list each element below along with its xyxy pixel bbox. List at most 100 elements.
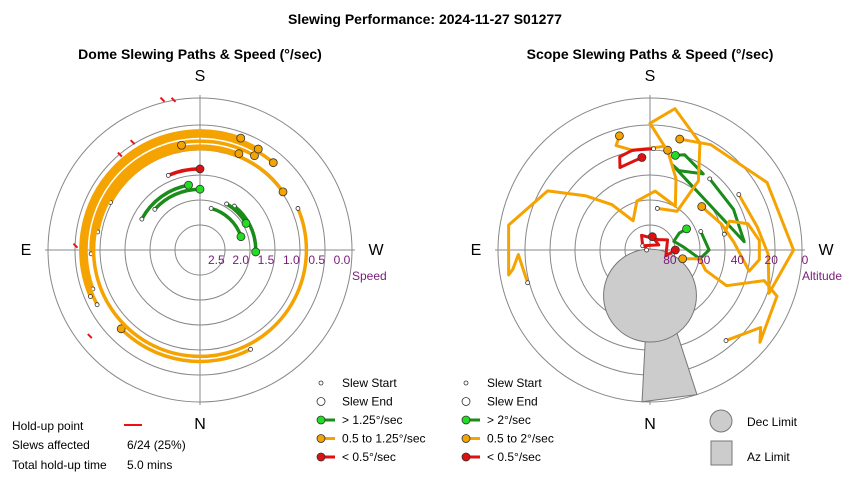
scope-tick-label: 20 xyxy=(765,253,779,267)
dome-rings xyxy=(45,95,355,405)
scope-slew-start xyxy=(736,192,742,197)
dome-slew-start xyxy=(208,206,214,211)
scope-polar-plot: Scope Slewing Paths & Speed (°/sec) 80 60… xyxy=(471,46,843,433)
scope-slew-end xyxy=(663,145,672,155)
legend-label: 0.5 to 2°/sec xyxy=(487,432,554,446)
dome-tick-label: 2.5 xyxy=(208,253,225,267)
az-limit-swatch xyxy=(710,440,733,466)
scope-slew-end xyxy=(675,134,685,144)
scope-path xyxy=(640,233,677,258)
legend-marker xyxy=(461,415,471,425)
dome-slew-end xyxy=(278,187,288,197)
az-limit-label: Az Limit xyxy=(747,450,790,464)
total-holdup-label: Total hold-up time xyxy=(12,458,107,472)
dome-slew-end xyxy=(236,232,246,242)
legend-label: < 0.5°/sec xyxy=(342,450,396,464)
legend-marker xyxy=(316,415,326,425)
dome-holdup-points xyxy=(72,96,177,339)
dec-limit-label: Dec Limit xyxy=(747,415,798,429)
dome-tick-label: 2.0 xyxy=(232,253,249,267)
scope-slew-end xyxy=(682,224,691,234)
scope-plot-title: Scope Slewing Paths & Speed (°/sec) xyxy=(527,46,774,62)
dome-arc xyxy=(167,167,201,178)
holdup-point xyxy=(87,333,93,339)
dome-arc xyxy=(89,139,256,254)
holdup-point xyxy=(129,139,136,145)
dome-slew-start xyxy=(224,201,230,207)
scope-slew-start xyxy=(698,229,704,234)
scope-slew-end xyxy=(647,232,657,242)
dome-slew-start xyxy=(87,294,93,299)
dome-arc xyxy=(81,131,260,306)
dec-limit-circle xyxy=(603,248,697,343)
scope-path xyxy=(614,107,702,213)
dome-arc xyxy=(140,183,189,220)
holdup-point xyxy=(117,151,123,158)
dome-dir-left: E xyxy=(21,242,32,259)
scope-path xyxy=(618,147,654,169)
dome-arc xyxy=(84,134,275,290)
dome-slew-start xyxy=(248,346,254,352)
dome-radial-axis-label: Speed xyxy=(352,269,387,283)
dome-slew-end xyxy=(236,133,246,143)
main-title: Slewing Performance: 2024-11-27 S01277 xyxy=(288,11,562,27)
legend-marker xyxy=(461,434,471,443)
dome-slew-end xyxy=(253,144,263,154)
holdup-point xyxy=(72,242,79,249)
dome-dir-right: W xyxy=(368,242,384,259)
legend-end-marker xyxy=(316,397,326,406)
scope-dir-right: W xyxy=(818,242,834,259)
legend-label: Slew End xyxy=(342,395,393,409)
legend-label: > 2°/sec xyxy=(487,413,531,427)
dome-arcs xyxy=(79,129,309,364)
legend-start-marker xyxy=(463,380,469,386)
legend-marker xyxy=(316,434,326,443)
dome-arc xyxy=(95,144,240,233)
scope-slew-start xyxy=(723,338,729,343)
scope-slew-end xyxy=(670,150,680,160)
dome-slew-end xyxy=(251,247,261,257)
scope-slew-start xyxy=(654,206,660,211)
scope-path xyxy=(507,149,678,284)
dome-slew-start xyxy=(139,216,145,222)
dome-plot-title: Dome Slewing Paths & Speed (°/sec) xyxy=(78,46,322,62)
scope-tick-label: 80 xyxy=(663,253,677,267)
legend-label: Slew Start xyxy=(487,376,542,390)
scope-slew-start xyxy=(651,146,656,152)
dome-arc xyxy=(108,146,285,204)
scope-path xyxy=(682,257,779,344)
dome-arc xyxy=(153,187,201,211)
legend-label: 0.5 to 1.25°/sec xyxy=(342,432,426,446)
legend-marker xyxy=(461,452,471,462)
scope-tick-label: 0 xyxy=(802,253,809,267)
scope-dir-left: E xyxy=(471,242,482,259)
dome-slew-end xyxy=(116,324,126,334)
dome-slew-end xyxy=(177,140,186,150)
scope-tick-label: 60 xyxy=(697,253,711,267)
scope-slew-start xyxy=(644,247,650,253)
scope-dir-bottom: N xyxy=(644,416,656,433)
scope-paths xyxy=(507,107,796,344)
dome-arc xyxy=(119,327,252,364)
affected-label: Slews affected xyxy=(12,438,90,452)
scope-slew-start xyxy=(721,231,727,237)
holdup-point xyxy=(159,96,166,103)
holdup-stats: Hold-up point Slews affected 6/24 (25%) … xyxy=(12,419,186,472)
dome-slew-end xyxy=(184,180,193,190)
legend-marker xyxy=(316,452,326,462)
dec-limit-swatch xyxy=(709,409,733,433)
legend-label: < 0.5°/sec xyxy=(487,450,541,464)
limits-legend: Dec Limit Az Limit xyxy=(709,409,798,466)
dome-dir-top: S xyxy=(195,68,206,85)
scope-radial-ticks: 80 60 40 20 0 xyxy=(663,253,808,267)
legend-label: > 1.25°/sec xyxy=(342,413,403,427)
dome-tick-label: 0.5 xyxy=(308,253,325,267)
scope-limits xyxy=(603,248,698,403)
scope-slew-end xyxy=(637,153,647,162)
dome-radial-ticks: 2.5 2.0 1.5 1.0 0.5 0.0 xyxy=(208,253,351,267)
holdup-point xyxy=(170,97,177,103)
dome-slew-start xyxy=(165,172,171,178)
dome-polar-plot: Dome Slewing Paths & Speed (°/sec) 2.5 2.… xyxy=(21,46,387,433)
scope-slew-end xyxy=(615,131,624,141)
scope-tick-label: 40 xyxy=(731,253,745,267)
